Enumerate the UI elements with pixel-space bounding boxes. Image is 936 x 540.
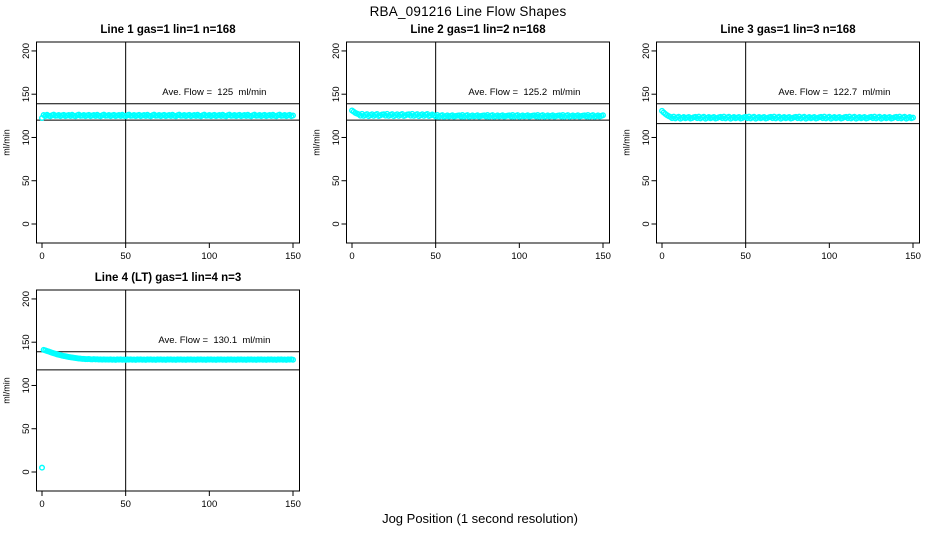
ave-flow-annotation: Ave. Flow = 125.2 ml/min: [468, 87, 580, 98]
y-tick-label: 150: [641, 86, 652, 102]
x-axis-label: Jog Position (1 second resolution): [382, 511, 578, 526]
y-tick-label: 200: [21, 291, 32, 307]
data-point: [289, 112, 296, 119]
data-point: [289, 356, 296, 363]
ave-flow-annotation: Ave. Flow = 130.1 ml/min: [158, 335, 270, 346]
y-tick-label: 200: [21, 43, 32, 59]
y-tick-label: 100: [21, 130, 32, 146]
x-tick-label: 150: [595, 251, 611, 262]
y-axis-title: ml/min: [2, 129, 12, 156]
y-axis-title: ml/min: [622, 129, 632, 156]
y-tick-label: 50: [641, 175, 652, 186]
y-axis-title: ml/min: [312, 129, 322, 156]
x-tick-label: 0: [39, 251, 44, 262]
y-tick-label: 50: [331, 175, 342, 186]
x-tick-label: 50: [120, 499, 131, 510]
main-title: RBA_091216 Line Flow Shapes: [369, 4, 567, 19]
y-tick-label: 100: [331, 130, 342, 146]
data-point: [909, 114, 916, 121]
panel-line2: Line 2 gas=1 lin=2 n=168 0 50 100 150 200 0 50 1…: [312, 24, 611, 262]
x-tick-label: 50: [740, 251, 751, 262]
x-tick-label: 100: [821, 251, 837, 262]
y-tick-label: 100: [21, 378, 32, 394]
y-tick-label: 200: [331, 43, 342, 59]
panel-line4: Line 4 (LT) gas=1 lin=4 n=3 0 50 100 150 200 0…: [2, 272, 301, 510]
panel-title: Line 4 (LT) gas=1 lin=4 n=3: [95, 272, 241, 284]
data-point: [599, 112, 606, 119]
panel-line3: Line 3 gas=1 lin=3 n=168 0 50 100 150 200 0 50 1…: [622, 24, 921, 262]
x-tick-label: 100: [511, 251, 527, 262]
y-tick-label: 200: [641, 43, 652, 59]
x-tick-label: 150: [285, 251, 301, 262]
panel-box: [36, 289, 300, 492]
y-tick-label: 150: [21, 334, 32, 350]
x-tick-label: 50: [120, 251, 131, 262]
x-tick-label: 50: [430, 251, 441, 262]
ave-flow-annotation: Ave. Flow = 125 ml/min: [162, 87, 266, 98]
panel-box: [656, 41, 920, 244]
panel-line1: Line 1 gas=1 lin=1 n=168 0 50 100 150 200 0 50 1…: [2, 24, 301, 262]
y-tick-label: 0: [21, 469, 32, 474]
y-tick-label: 150: [331, 86, 342, 102]
y-tick-label: 100: [641, 130, 652, 146]
x-tick-label: 0: [349, 251, 354, 262]
panel-title: Line 2 gas=1 lin=2 n=168: [410, 24, 546, 36]
panel-title: Line 1 gas=1 lin=1 n=168: [100, 24, 236, 36]
y-tick-label: 150: [21, 86, 32, 102]
x-tick-label: 0: [659, 251, 664, 262]
x-tick-label: 100: [201, 499, 217, 510]
y-tick-label: 0: [641, 221, 652, 226]
x-tick-label: 150: [285, 499, 301, 510]
ave-flow-annotation: Ave. Flow = 122.7 ml/min: [778, 87, 890, 98]
y-axis-title: ml/min: [2, 377, 12, 404]
y-tick-label: 50: [21, 175, 32, 186]
y-tick-label: 50: [21, 423, 32, 434]
panel-box: [36, 41, 300, 244]
data-point: [39, 464, 46, 471]
x-tick-label: 0: [39, 499, 44, 510]
y-tick-label: 0: [21, 221, 32, 226]
panel-box: [346, 41, 610, 244]
panel-title: Line 3 gas=1 lin=3 n=168: [720, 24, 856, 36]
x-tick-label: 100: [201, 251, 217, 262]
x-tick-label: 150: [905, 251, 921, 262]
y-tick-label: 0: [331, 221, 342, 226]
